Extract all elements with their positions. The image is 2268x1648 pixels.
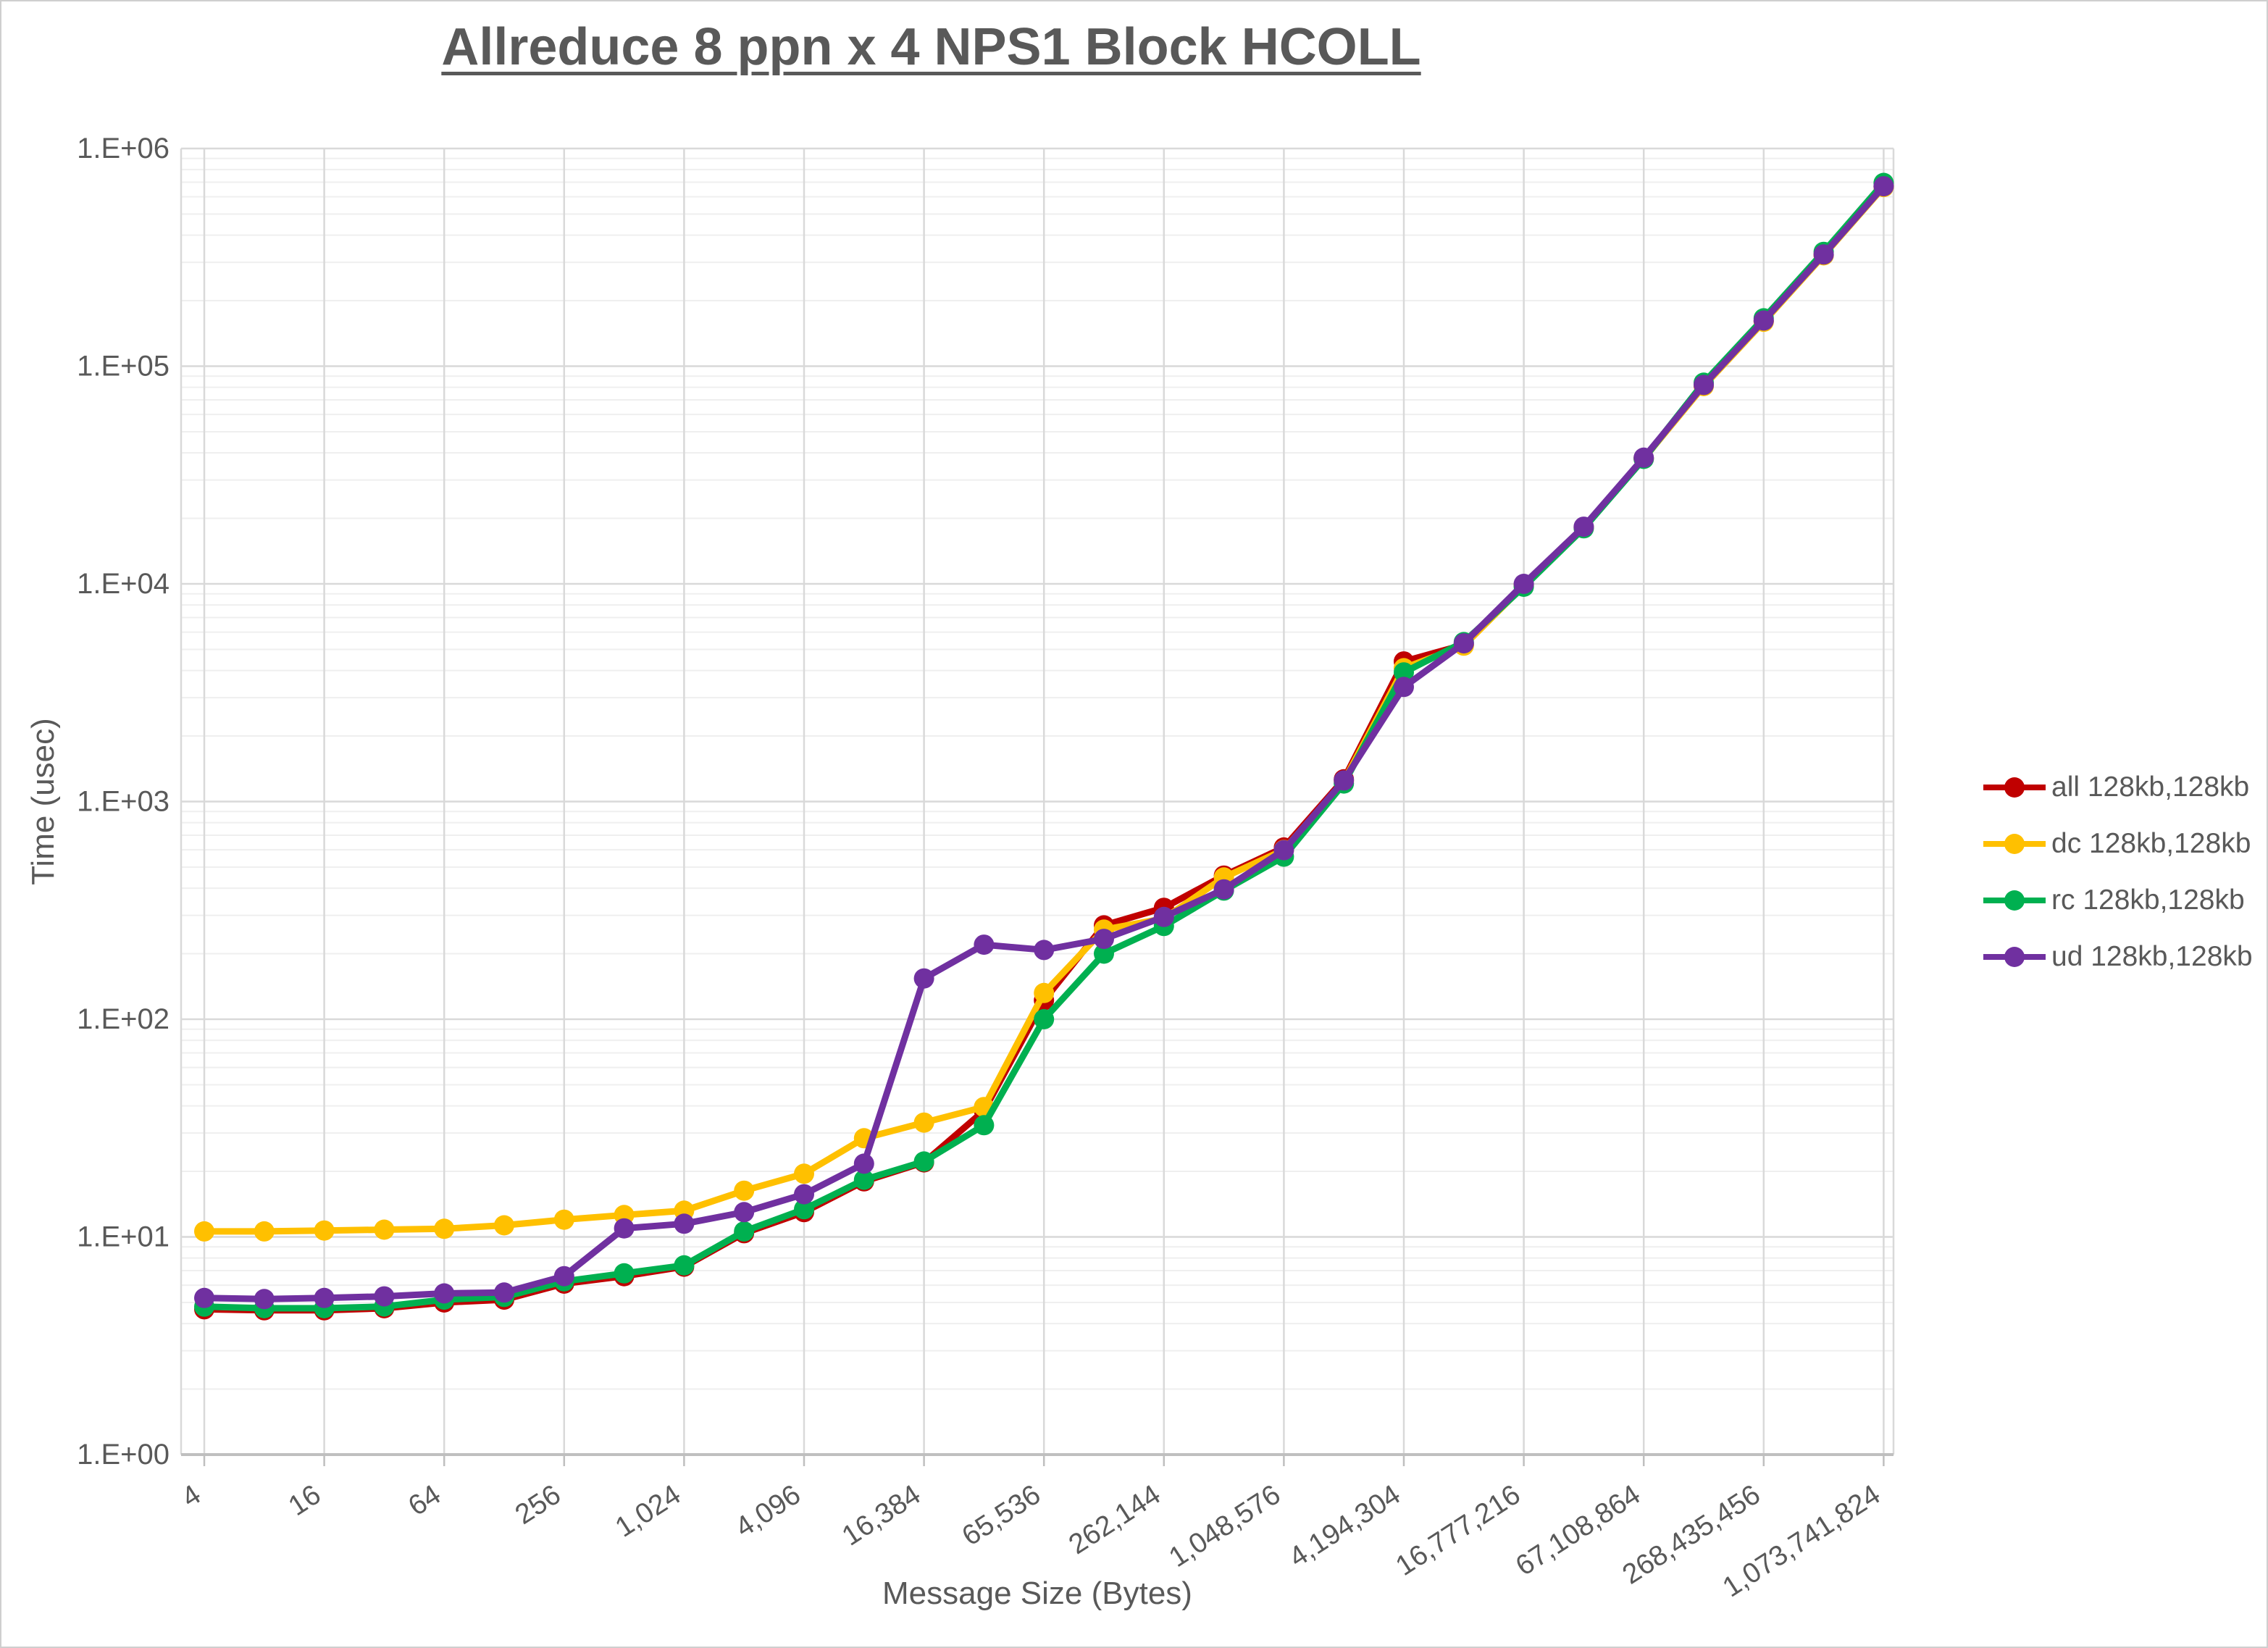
data-point-rc bbox=[794, 1199, 814, 1220]
y-tick-label: 1.E+03 bbox=[77, 786, 170, 818]
data-point-dc bbox=[913, 1112, 934, 1133]
legend-item-ud: ud 128kb,128kb bbox=[1983, 937, 2253, 976]
x-tick-label: 4 bbox=[176, 1478, 206, 1513]
data-point-rc bbox=[974, 1115, 995, 1136]
data-point-ud bbox=[494, 1282, 514, 1303]
legend-item-rc: rc 128kb,128kb bbox=[1983, 881, 2253, 920]
data-point-dc bbox=[553, 1209, 574, 1230]
data-point-rc bbox=[1034, 1009, 1055, 1029]
legend-item-all: all 128kb,128kb bbox=[1983, 768, 2253, 807]
x-tick-label: 4,194,304 bbox=[1284, 1478, 1406, 1573]
data-point-ud bbox=[1213, 879, 1234, 900]
data-point-ud bbox=[1753, 310, 1774, 331]
x-tick-label: 4,096 bbox=[730, 1478, 806, 1543]
legend-label: dc 128kb,128kb bbox=[2051, 828, 2251, 859]
x-axis-title: Message Size (Bytes) bbox=[882, 1576, 1192, 1611]
y-tick-label: 1.E+06 bbox=[77, 133, 170, 164]
data-point-ud bbox=[1694, 375, 1714, 396]
data-point-ud bbox=[1273, 840, 1294, 861]
data-point-ud bbox=[1873, 176, 1894, 197]
x-tick-label: 64 bbox=[403, 1478, 446, 1522]
x-tick-label: 262,144 bbox=[1063, 1478, 1166, 1560]
x-tick-label: 16 bbox=[283, 1478, 327, 1522]
data-point-ud bbox=[674, 1213, 695, 1234]
data-point-ud bbox=[974, 934, 995, 955]
data-point-rc bbox=[734, 1221, 755, 1242]
data-point-dc bbox=[314, 1220, 335, 1241]
y-tick-label: 1.E+00 bbox=[77, 1439, 170, 1471]
data-point-ud bbox=[1153, 906, 1174, 927]
data-point-ud bbox=[1813, 244, 1834, 265]
y-tick-label: 1.E+04 bbox=[77, 568, 170, 600]
chart-title: Allreduce 8 ppn x 4 NPS1 Block HCOLL bbox=[441, 18, 1421, 76]
data-point-dc bbox=[494, 1215, 514, 1236]
data-point-dc bbox=[194, 1221, 214, 1242]
data-point-ud bbox=[1094, 929, 1114, 950]
data-point-dc bbox=[1034, 982, 1055, 1003]
data-point-ud bbox=[1334, 770, 1355, 791]
y-tick-label: 1.E+01 bbox=[77, 1221, 170, 1253]
data-point-rc bbox=[674, 1255, 695, 1276]
x-tick-label: 1,024 bbox=[610, 1478, 686, 1543]
data-point-ud bbox=[254, 1289, 275, 1310]
data-point-rc bbox=[853, 1169, 874, 1190]
data-point-ud bbox=[1034, 940, 1055, 961]
data-point-ud bbox=[194, 1287, 214, 1308]
legend-label: ud 128kb,128kb bbox=[2051, 941, 2253, 972]
legend-item-dc: dc 128kb,128kb bbox=[1983, 824, 2253, 863]
y-tick-label: 1.E+02 bbox=[77, 1003, 170, 1035]
y-tick-label: 1.E+05 bbox=[77, 351, 170, 382]
data-point-ud bbox=[1633, 447, 1654, 468]
data-point-ud bbox=[374, 1286, 395, 1307]
data-point-ud bbox=[614, 1218, 635, 1239]
legend-marker-icon bbox=[1983, 777, 2046, 798]
data-point-ud bbox=[1453, 633, 1474, 654]
data-point-dc bbox=[434, 1218, 455, 1239]
data-point-rc bbox=[1094, 943, 1114, 964]
legend-label: rc 128kb,128kb bbox=[2051, 884, 2245, 916]
data-point-dc bbox=[794, 1163, 814, 1184]
data-point-ud bbox=[434, 1283, 455, 1304]
data-point-ud bbox=[913, 968, 934, 989]
x-tick-label: 16,777,216 bbox=[1390, 1478, 1526, 1581]
x-tick-label: 1,048,576 bbox=[1163, 1478, 1286, 1573]
x-tick-label: 256 bbox=[510, 1478, 566, 1531]
data-point-dc bbox=[374, 1219, 395, 1240]
legend: all 128kb,128kb dc 128kb,128kb rc 128kb,… bbox=[1983, 768, 2253, 976]
legend-label: all 128kb,128kb bbox=[2051, 771, 2250, 803]
legend-marker-icon bbox=[1983, 890, 2046, 911]
data-point-ud bbox=[794, 1184, 814, 1205]
legend-marker-icon bbox=[1983, 947, 2046, 967]
data-point-ud bbox=[1394, 677, 1414, 698]
data-point-ud bbox=[1513, 574, 1534, 594]
data-point-ud bbox=[553, 1266, 574, 1287]
data-point-ud bbox=[314, 1287, 335, 1308]
y-axis-title: Time (usec) bbox=[25, 718, 61, 885]
data-point-rc bbox=[1394, 662, 1414, 683]
data-point-dc bbox=[254, 1221, 275, 1242]
data-point-ud bbox=[1573, 516, 1594, 538]
data-point-ud bbox=[853, 1153, 874, 1174]
x-tick-label: 16,384 bbox=[837, 1478, 926, 1552]
data-point-rc bbox=[614, 1263, 635, 1284]
data-point-ud bbox=[734, 1202, 755, 1223]
legend-marker-icon bbox=[1983, 834, 2046, 854]
data-point-rc bbox=[913, 1151, 934, 1172]
data-point-dc bbox=[734, 1180, 755, 1201]
x-tick-label: 65,536 bbox=[957, 1478, 1046, 1552]
